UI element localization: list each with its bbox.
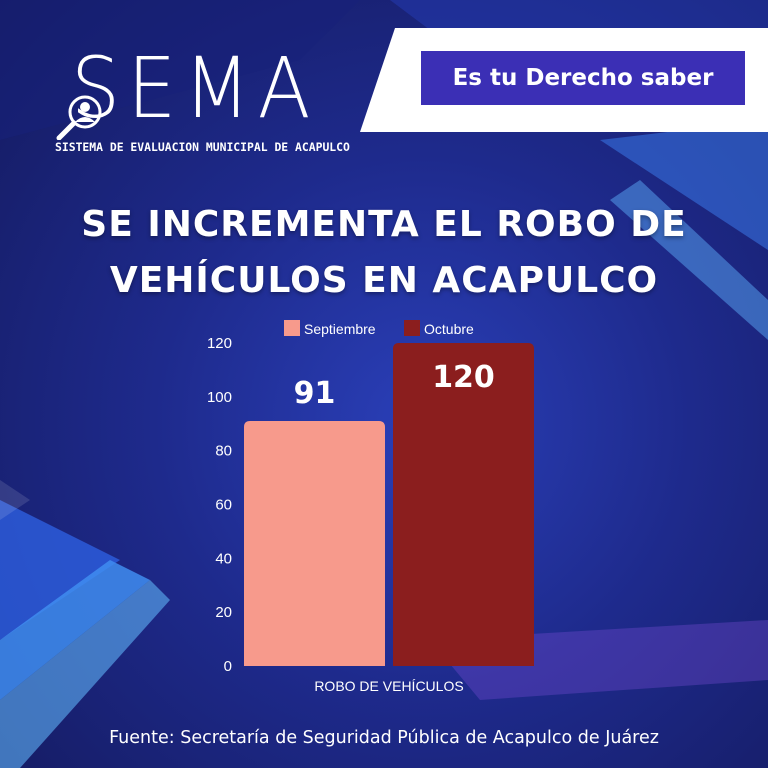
data-label-octubre: 120 bbox=[432, 360, 495, 395]
legend-label-septiembre: Septiembre bbox=[304, 321, 376, 337]
y-tick-label: 60 bbox=[215, 497, 232, 514]
x-category-label: ROBO DE VEHÍCULOS bbox=[314, 678, 463, 694]
y-tick-label: 20 bbox=[215, 604, 232, 621]
source-note: Fuente: Secretaría de Seguridad Pública … bbox=[109, 728, 659, 748]
y-tick-label: 40 bbox=[215, 550, 232, 567]
y-tick-label: 0 bbox=[224, 658, 232, 675]
legend-swatch-octubre bbox=[404, 320, 420, 336]
tagline-box: Es tu Derecho saber bbox=[418, 48, 748, 108]
y-tick-label: 100 bbox=[207, 389, 232, 406]
y-tick-label: 120 bbox=[207, 335, 232, 352]
magnifier-person-icon bbox=[56, 95, 102, 140]
logo-wordmark: SEMA bbox=[71, 39, 318, 137]
data-label-septiembre: 91 bbox=[294, 376, 336, 411]
bar-octubre bbox=[393, 343, 534, 666]
headline-line-1: SE INCREMENTA EL ROBO DE bbox=[81, 204, 687, 245]
headline: SE INCREMENTA EL ROBO DE VEHÍCULOS EN AC… bbox=[0, 197, 768, 309]
y-tick-label: 80 bbox=[215, 443, 232, 460]
sema-logo: SEMA SISTEMA DE EVALUACION MUNICIPAL DE … bbox=[55, 38, 355, 168]
headline-line-2: VEHÍCULOS EN ACAPULCO bbox=[109, 260, 659, 301]
bar-septiembre bbox=[244, 421, 385, 666]
legend-label-octubre: Octubre bbox=[424, 321, 474, 337]
logo-subtitle: SISTEMA DE EVALUACION MUNICIPAL DE ACAPU… bbox=[55, 140, 350, 154]
legend-swatch-septiembre bbox=[284, 320, 300, 336]
